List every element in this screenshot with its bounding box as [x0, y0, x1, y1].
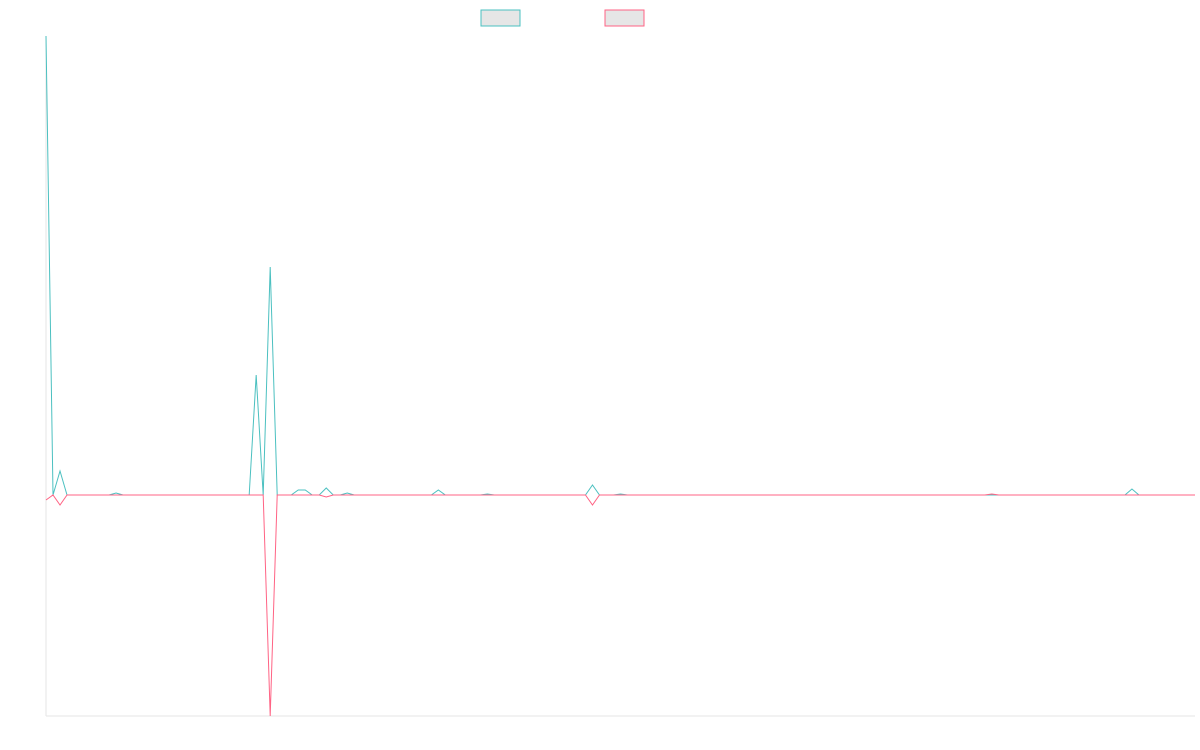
series-line — [45, 493, 1195, 717]
series-line — [45, 35, 1195, 496]
legend-swatch[interactable] — [480, 9, 521, 27]
legend-swatch[interactable] — [604, 9, 645, 27]
